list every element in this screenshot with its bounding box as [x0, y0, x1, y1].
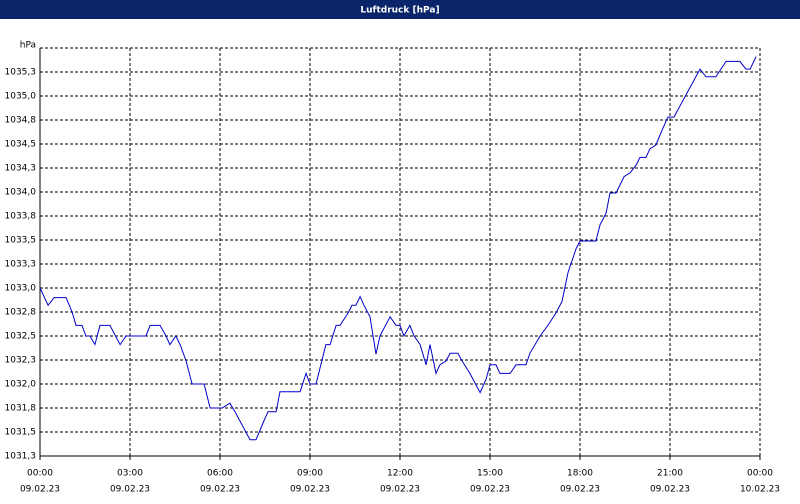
- y-tick-label: 1035,3: [5, 68, 37, 78]
- x-tick-label: 09:00: [297, 469, 323, 479]
- x-tick-label: 15:00: [477, 469, 503, 479]
- y-tick-label: 1033,0: [5, 284, 37, 294]
- title-bar: [0, 0, 800, 19]
- x-tick-label: 12:00: [387, 469, 413, 479]
- y-tick-label: 1034,5: [5, 140, 37, 150]
- x-tick-date: 09.02.23: [20, 485, 60, 495]
- y-tick-label: 1031,8: [5, 404, 37, 414]
- x-tick-date: 10.02.23: [740, 485, 780, 495]
- y-tick-label: 1034,8: [5, 116, 37, 126]
- data-line: [39, 56, 757, 441]
- x-tick-label: 21:00: [657, 469, 683, 479]
- x-tick-label: 00:00: [747, 469, 773, 479]
- y-tick-label: 1032,3: [5, 356, 37, 366]
- y-axis-label: hPa: [20, 41, 36, 51]
- y-tick-label: 1031,5: [5, 428, 37, 438]
- x-tick-date: 09.02.23: [650, 485, 690, 495]
- x-tick-label: 00:00: [27, 469, 53, 479]
- y-tick-label: 1035,0: [5, 92, 37, 102]
- y-tick-label: 1034,0: [5, 188, 37, 198]
- y-tick-label: 1034,3: [5, 164, 37, 174]
- y-tick-label: 1033,8: [5, 212, 37, 222]
- y-tick-label: 1032,5: [5, 332, 37, 342]
- y-tick-label: 1031,3: [5, 452, 37, 462]
- x-tick-date: 09.02.23: [110, 485, 150, 495]
- x-tick-date: 09.02.23: [560, 485, 600, 495]
- y-tick-label: 1032,8: [5, 308, 37, 318]
- chart-title: Luftdruck [hPa]: [360, 6, 439, 16]
- y-tick-label: 1033,3: [5, 260, 37, 270]
- x-tick-date: 09.02.23: [290, 485, 330, 495]
- x-tick-label: 03:00: [117, 469, 143, 479]
- y-tick-label: 1032,0: [5, 380, 37, 390]
- x-tick-label: 06:00: [207, 469, 233, 479]
- x-tick-date: 09.02.23: [380, 485, 420, 495]
- x-tick-date: 09.02.23: [200, 485, 240, 495]
- y-tick-label: 1033,5: [5, 236, 37, 246]
- x-tick-label: 18:00: [567, 469, 593, 479]
- x-tick-date: 09.02.23: [470, 485, 510, 495]
